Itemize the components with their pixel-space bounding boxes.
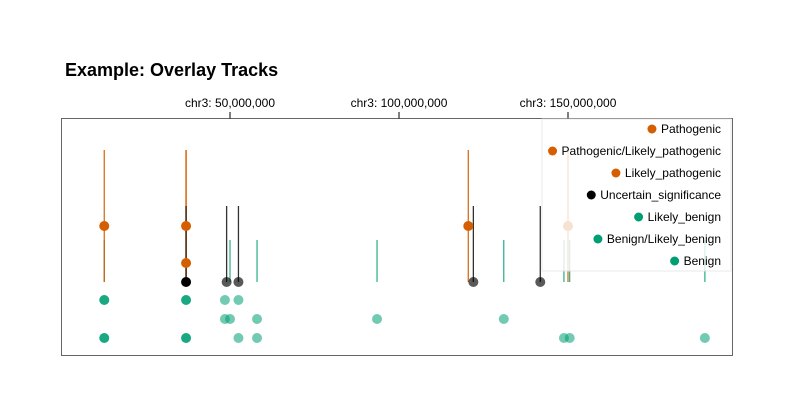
lollipop-head bbox=[468, 277, 479, 287]
benign-dot bbox=[181, 333, 192, 343]
benign-dot bbox=[252, 333, 263, 343]
legend: Pathogenic Pathogenic/Likely_pathogenic Li… bbox=[541, 118, 732, 272]
legend-box bbox=[541, 118, 732, 272]
x-axis: chr3: 50,000,000 chr3: 100,000,000 chr3: 1… bbox=[185, 96, 617, 119]
chart-title: Example: Overlay Tracks bbox=[65, 60, 279, 80]
legend-label: Likely_pathogenic bbox=[625, 166, 721, 180]
benign-dot bbox=[99, 333, 110, 343]
benign-dot bbox=[699, 333, 710, 343]
legend-marker bbox=[647, 124, 657, 134]
legend-label: Uncertain_significance bbox=[600, 188, 721, 202]
benign-dot bbox=[233, 333, 244, 343]
benign-dot bbox=[99, 295, 110, 305]
lollipop-head bbox=[463, 221, 474, 231]
lollipop-head bbox=[181, 258, 192, 268]
legend-label: Pathogenic bbox=[661, 122, 721, 136]
benign-dot bbox=[233, 295, 244, 305]
benign-dot bbox=[372, 314, 383, 324]
lollipop-head bbox=[233, 277, 244, 287]
legend-marker bbox=[670, 256, 680, 266]
legend-marker bbox=[611, 168, 621, 178]
legend-label: Benign/Likely_benign bbox=[607, 232, 721, 246]
benign-dot bbox=[225, 314, 235, 324]
benign-dot bbox=[252, 314, 263, 324]
lollipop-head bbox=[181, 221, 192, 231]
legend-marker bbox=[548, 146, 558, 156]
legend-marker bbox=[634, 212, 644, 222]
benign-dot bbox=[564, 333, 575, 343]
benign-dot bbox=[219, 295, 230, 305]
lollipop-head bbox=[99, 221, 110, 231]
legend-marker bbox=[593, 234, 603, 244]
lollipop-head bbox=[221, 277, 232, 287]
legend-label: Likely_benign bbox=[648, 210, 721, 224]
benign-dots-track bbox=[99, 295, 710, 343]
benign-dot bbox=[498, 314, 509, 324]
legend-label: Pathogenic/Likely_pathogenic bbox=[562, 144, 721, 158]
lollipop-head bbox=[535, 277, 546, 287]
x-tick-label: chr3: 150,000,000 bbox=[520, 96, 617, 110]
legend-label: Benign bbox=[684, 254, 721, 268]
benign-dot bbox=[181, 295, 192, 305]
legend-marker bbox=[586, 190, 596, 200]
x-tick-label: chr3: 50,000,000 bbox=[185, 96, 275, 110]
x-tick-label: chr3: 100,000,000 bbox=[351, 96, 448, 110]
lollipop-head bbox=[181, 277, 192, 287]
